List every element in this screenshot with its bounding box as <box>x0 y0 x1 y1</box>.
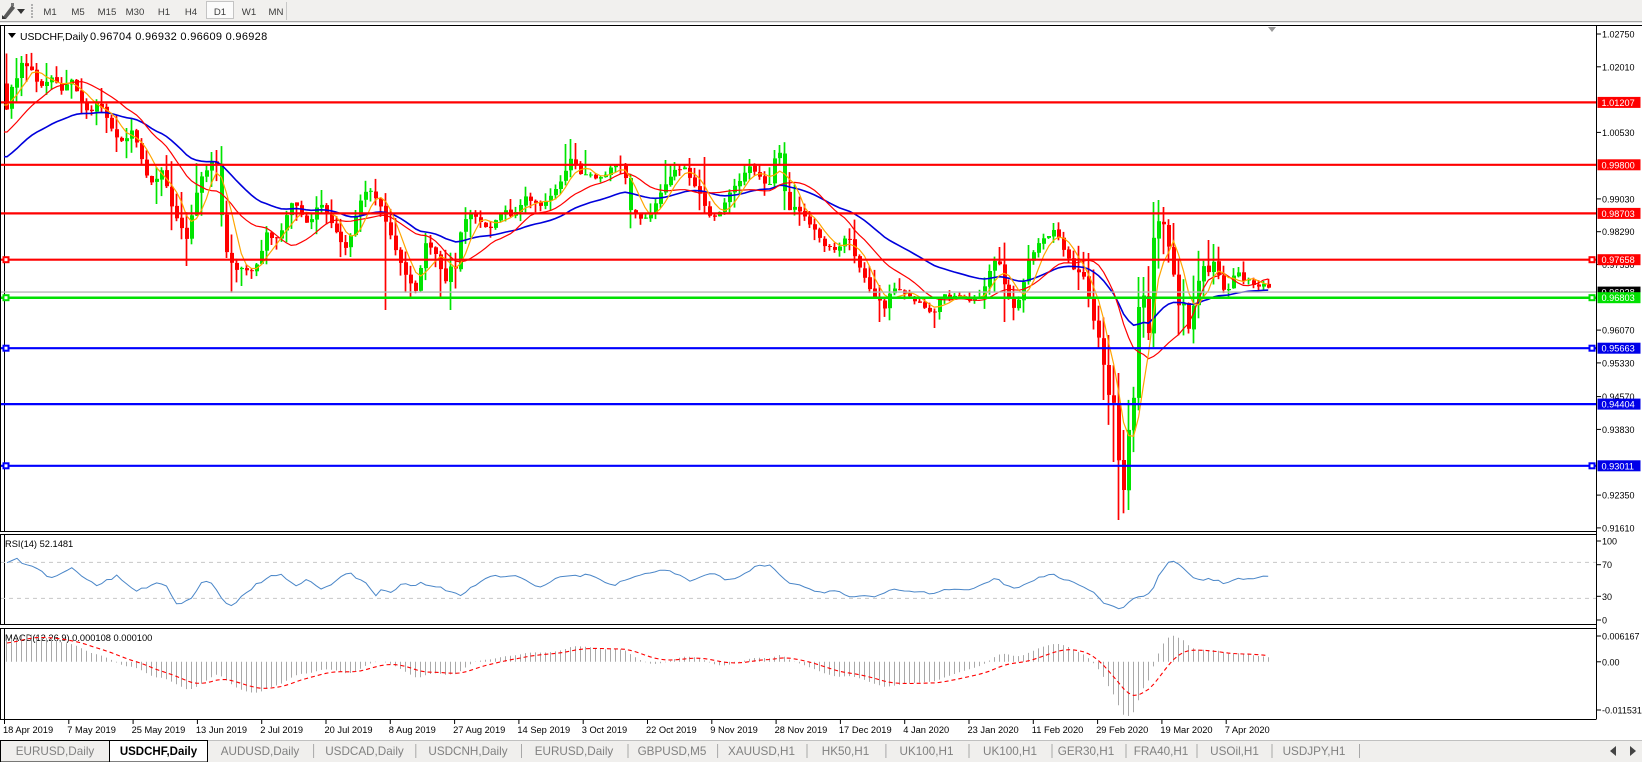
svg-text:0.98703: 0.98703 <box>1602 209 1635 219</box>
svg-text:USDCHF,Daily: USDCHF,Daily <box>120 746 198 758</box>
svg-text:0.97658: 0.97658 <box>1602 255 1635 265</box>
svg-text:29 Feb 2020: 29 Feb 2020 <box>1096 725 1148 735</box>
svg-text:11 Feb 2020: 11 Feb 2020 <box>1032 725 1084 735</box>
svg-text:W1: W1 <box>242 7 256 18</box>
svg-text:25 May 2019: 25 May 2019 <box>132 725 186 735</box>
svg-text:0.93011: 0.93011 <box>1602 461 1635 471</box>
svg-text:MACD(12,26,9) 0.000108 0.00010: MACD(12,26,9) 0.000108 0.000100 <box>5 633 152 643</box>
svg-text:18 Apr 2019: 18 Apr 2019 <box>3 725 53 735</box>
svg-text:USDJPY,H1: USDJPY,H1 <box>1283 745 1346 758</box>
svg-text:0.96704 0.96932 0.96609 0.9692: 0.96704 0.96932 0.96609 0.96928 <box>90 31 268 43</box>
svg-text:USDCNH,Daily: USDCNH,Daily <box>428 745 507 758</box>
svg-text:30: 30 <box>1602 592 1612 602</box>
svg-text:MN: MN <box>269 7 284 18</box>
svg-text:0.006167: 0.006167 <box>1602 632 1640 642</box>
svg-text:0.99800: 0.99800 <box>1602 160 1635 170</box>
svg-text:H1: H1 <box>158 7 170 18</box>
svg-text:13 Jun 2019: 13 Jun 2019 <box>196 725 247 735</box>
svg-text:100: 100 <box>1602 537 1617 547</box>
svg-text:0.95330: 0.95330 <box>1602 358 1635 368</box>
svg-text:M15: M15 <box>98 7 117 18</box>
svg-text:4 Jan 2020: 4 Jan 2020 <box>903 725 949 735</box>
svg-text:FRA40,H1: FRA40,H1 <box>1134 745 1189 758</box>
svg-text:USDCHF,Daily: USDCHF,Daily <box>20 32 89 43</box>
svg-text:0.92350: 0.92350 <box>1602 491 1635 501</box>
svg-text:28 Nov 2019: 28 Nov 2019 <box>775 725 828 735</box>
svg-text:EURUSD,Daily: EURUSD,Daily <box>16 745 95 758</box>
svg-text:HK50,H1: HK50,H1 <box>822 745 869 758</box>
svg-text:EURUSD,Daily: EURUSD,Daily <box>535 745 614 758</box>
svg-text:1.02750: 1.02750 <box>1602 30 1635 40</box>
svg-text:19 Mar 2020: 19 Mar 2020 <box>1160 725 1212 735</box>
svg-text:2 Jul 2019: 2 Jul 2019 <box>260 725 303 735</box>
svg-text:27 Aug 2019: 27 Aug 2019 <box>453 725 505 735</box>
svg-text:0.99030: 0.99030 <box>1602 194 1635 204</box>
svg-text:14 Sep 2019: 14 Sep 2019 <box>517 725 570 735</box>
svg-text:0.94570: 0.94570 <box>1602 392 1635 402</box>
svg-text:1.01207: 1.01207 <box>1602 98 1635 108</box>
svg-text:USOil,H1: USOil,H1 <box>1210 745 1259 758</box>
svg-text:M30: M30 <box>126 7 145 18</box>
svg-text:0.91610: 0.91610 <box>1602 523 1635 533</box>
svg-text:17 Dec 2019: 17 Dec 2019 <box>839 725 892 735</box>
svg-text:M1: M1 <box>43 7 56 18</box>
svg-text:0.96803: 0.96803 <box>1602 293 1635 303</box>
svg-text:RSI(14) 52.1481: RSI(14) 52.1481 <box>5 539 73 549</box>
svg-text:0.96070: 0.96070 <box>1602 326 1635 336</box>
svg-text:23 Jan 2020: 23 Jan 2020 <box>968 725 1019 735</box>
svg-text:22 Oct 2019: 22 Oct 2019 <box>646 725 697 735</box>
svg-text:0: 0 <box>1602 616 1607 626</box>
svg-text:3 Oct 2019: 3 Oct 2019 <box>582 725 627 735</box>
svg-text:0.00: 0.00 <box>1602 657 1620 667</box>
svg-text:0.93830: 0.93830 <box>1602 425 1635 435</box>
svg-text:7 May 2019: 7 May 2019 <box>67 725 116 735</box>
svg-text:-0.011531: -0.011531 <box>1602 706 1642 716</box>
svg-text:H4: H4 <box>185 7 198 18</box>
svg-text:20 Jul 2019: 20 Jul 2019 <box>325 725 373 735</box>
svg-text:0.94404: 0.94404 <box>1602 400 1635 410</box>
svg-text:70: 70 <box>1602 560 1612 570</box>
svg-text:0.98290: 0.98290 <box>1602 227 1635 237</box>
svg-text:USDCAD,Daily: USDCAD,Daily <box>325 745 404 758</box>
svg-text:0.95663: 0.95663 <box>1602 344 1635 354</box>
svg-text:1.00530: 1.00530 <box>1602 128 1635 138</box>
svg-text:1.02010: 1.02010 <box>1602 62 1635 72</box>
svg-text:7 Apr 2020: 7 Apr 2020 <box>1225 725 1270 735</box>
svg-text:UK100,H1: UK100,H1 <box>900 745 954 758</box>
svg-text:XAUUSD,H1: XAUUSD,H1 <box>728 745 795 758</box>
svg-text:UK100,H1: UK100,H1 <box>983 745 1037 758</box>
svg-text:GER30,H1: GER30,H1 <box>1058 745 1115 758</box>
svg-text:9 Nov 2019: 9 Nov 2019 <box>710 725 758 735</box>
svg-text:AUDUSD,Daily: AUDUSD,Daily <box>221 745 300 758</box>
svg-text:M5: M5 <box>71 7 84 18</box>
svg-text:GBPUSD,M5: GBPUSD,M5 <box>638 745 707 758</box>
svg-text:8 Aug 2019: 8 Aug 2019 <box>389 725 436 735</box>
svg-text:D1: D1 <box>214 7 226 18</box>
